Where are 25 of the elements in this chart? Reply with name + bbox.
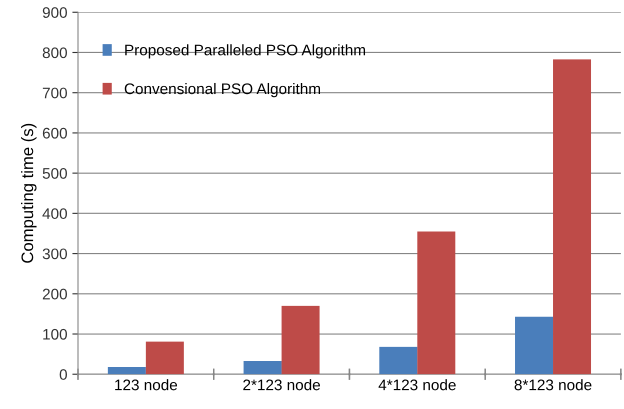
legend-label: Proposed Paralleled PSO Algorithm [125,44,366,58]
x-tick-label: 8*123 node [514,379,592,390]
bar [282,306,320,374]
bar [417,231,456,374]
bar [244,360,282,374]
x-tick-label: 4*123 node [378,379,456,390]
y-tick-label: 900 [42,7,67,18]
bar [553,59,592,374]
bar [379,346,418,374]
y-tick-label: 200 [42,288,67,300]
y-tick-label: 700 [42,88,67,98]
bar [108,366,146,374]
bar [146,342,184,374]
x-tick-label: 2*123 node [243,379,320,390]
bar [515,316,554,374]
y-tick-label: 400 [42,208,67,220]
y-axis-title: Computing time (s) [21,124,37,263]
y-tick-label: 500 [42,168,67,179]
y-tick-label: 300 [42,248,67,260]
y-tick-label: 600 [42,128,67,139]
y-tick-label: 800 [42,47,67,58]
y-tick-label: 100 [43,328,67,340]
x-tick-label: 123 node [115,379,178,390]
y-tick-label: 0 [60,369,67,380]
legend-label: Convensional PSO Algorithm [124,82,320,98]
